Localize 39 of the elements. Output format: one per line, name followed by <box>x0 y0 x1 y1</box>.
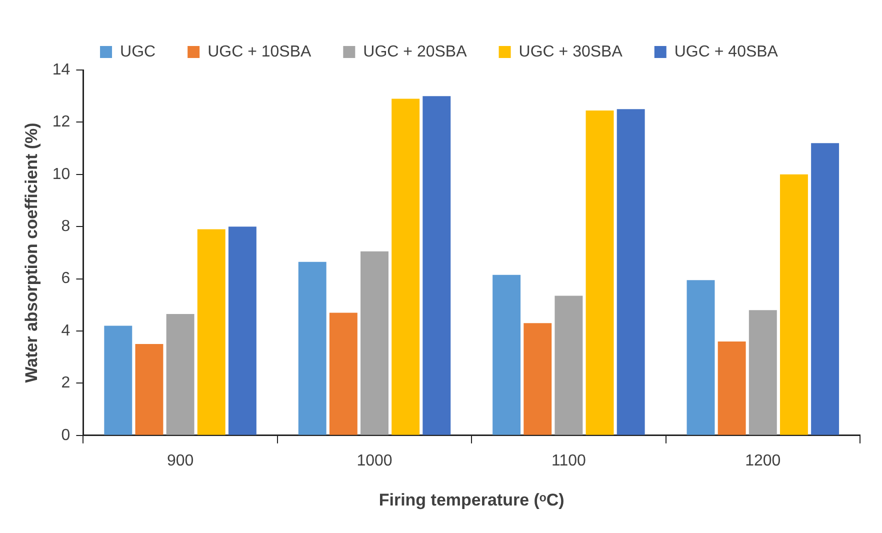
bar <box>422 96 451 435</box>
bar <box>228 226 256 435</box>
bar <box>718 341 746 435</box>
bar <box>492 274 521 435</box>
y-tick-label: 4 <box>61 322 70 340</box>
y-tick-label: 2 <box>61 374 70 392</box>
x-axis-title: Firing temperature (ᵒC) <box>378 490 564 510</box>
bar <box>524 323 552 435</box>
x-tick-label: 1100 <box>551 452 586 470</box>
y-tick-label: 8 <box>61 218 70 236</box>
y-tick-label: 14 <box>52 61 70 78</box>
bar <box>329 312 358 435</box>
bar <box>135 344 164 435</box>
bar <box>686 280 715 435</box>
y-axis-title: Water absorption coefficient (%) <box>22 122 41 383</box>
y-tick-label: 6 <box>61 270 70 288</box>
bar <box>586 110 614 435</box>
bar <box>748 310 777 435</box>
bar <box>780 174 808 435</box>
bar <box>298 262 326 435</box>
y-tick-label: 10 <box>52 166 70 183</box>
bar <box>616 109 645 435</box>
y-tick-label: 0 <box>61 426 70 444</box>
bar <box>392 98 420 435</box>
x-tick-label: 900 <box>166 452 194 470</box>
legend-label: UGC + 10SBA <box>208 43 312 60</box>
x-tick-label: 1200 <box>745 452 781 470</box>
bar <box>166 314 194 435</box>
bar <box>554 296 583 435</box>
legend-label: UGC + 40SBA <box>674 43 778 60</box>
legend-label: UGC + 20SBA <box>363 43 468 60</box>
bar <box>197 229 226 435</box>
x-tick-label: 1000 <box>356 452 392 470</box>
legend-label: UGC + 30SBA <box>518 43 623 60</box>
bar <box>360 251 388 435</box>
bar <box>811 143 840 435</box>
y-tick-label: 12 <box>52 114 70 131</box>
bar <box>104 326 132 435</box>
legend-label: UGC <box>120 43 156 60</box>
